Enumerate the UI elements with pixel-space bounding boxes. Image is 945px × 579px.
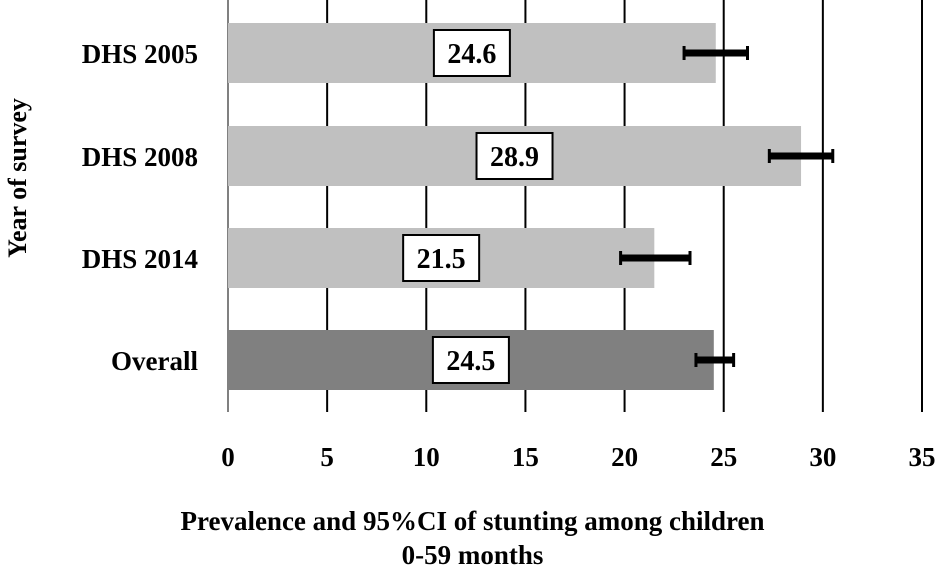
data-label-0: 24.6 (432, 29, 511, 77)
category-label-0: DHS 2005 (82, 39, 198, 69)
x-axis-title-line-2: 0-59 months (401, 540, 544, 570)
data-label-3: 24.5 (431, 336, 510, 384)
x-tick-30: 30 (809, 442, 836, 472)
data-label-1: 28.9 (475, 132, 554, 180)
error-bar-3 (694, 353, 736, 367)
svg-text:24.5: 24.5 (446, 346, 495, 377)
y-category-labels: DHS 2005 DHS 2008 DHS 2014 Overall (82, 39, 199, 376)
x-tick-0: 0 (221, 442, 235, 472)
x-tick-20: 20 (611, 442, 638, 472)
error-bar-0 (682, 46, 750, 60)
x-tick-35: 35 (909, 442, 936, 472)
x-tick-labels: 0 5 10 15 20 25 30 35 (221, 442, 935, 472)
category-label-3: Overall (111, 346, 198, 376)
x-tick-5: 5 (320, 442, 334, 472)
svg-text:24.6: 24.6 (447, 39, 496, 70)
bars (228, 23, 802, 390)
x-axis-title-line-1: Prevalence and 95%CI of stunting among c… (180, 506, 765, 536)
error-bar-1 (767, 149, 835, 163)
x-tick-25: 25 (710, 442, 737, 472)
data-label-2: 21.5 (402, 234, 481, 282)
category-label-2: DHS 2014 (82, 244, 198, 274)
data-labels: 24.6 28.9 21.5 24.5 (402, 29, 554, 384)
x-tick-10: 10 (413, 442, 440, 472)
category-label-1: DHS 2008 (82, 142, 198, 172)
error-bars (619, 46, 835, 367)
svg-text:28.9: 28.9 (490, 142, 539, 173)
svg-text:21.5: 21.5 (417, 244, 466, 275)
x-tick-15: 15 (512, 442, 539, 472)
error-bar-2 (619, 251, 692, 265)
